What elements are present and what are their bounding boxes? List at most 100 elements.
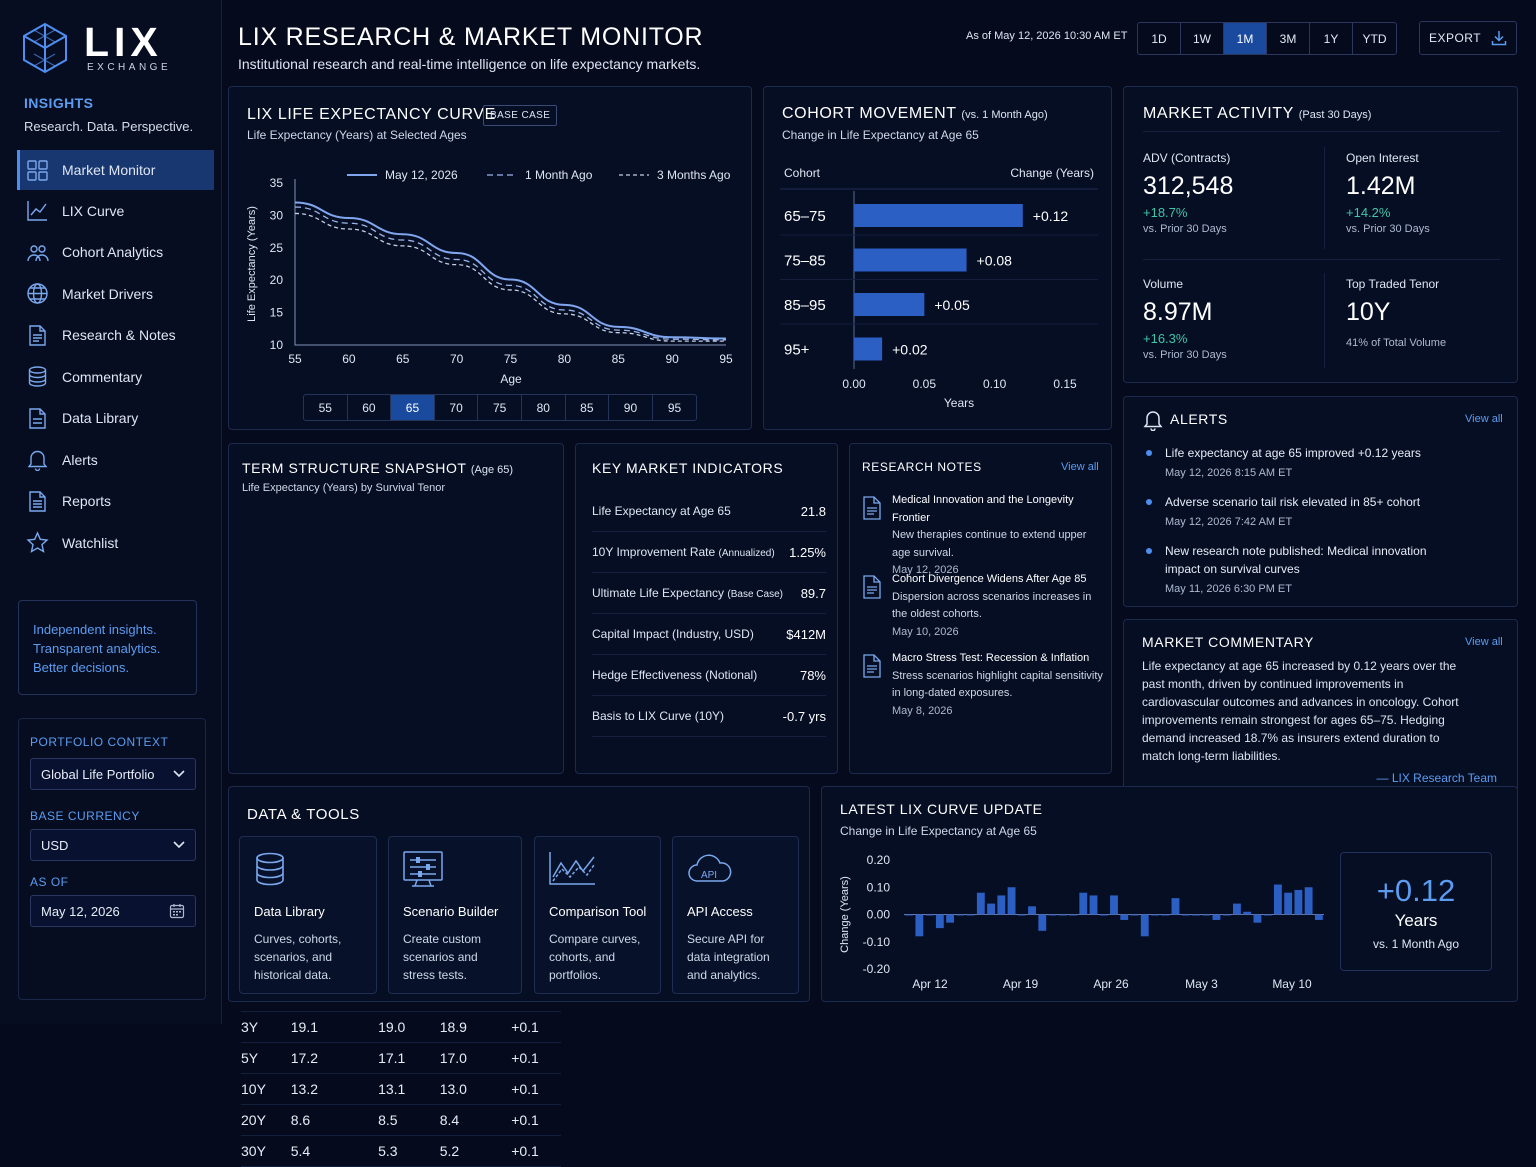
cohort-subtitle: Change in Life Expectancy at Age 65 (782, 128, 979, 142)
range-1y[interactable]: 1Y (1310, 23, 1353, 54)
age-option-75[interactable]: 75 (478, 395, 522, 420)
sidebar-item-watchlist[interactable]: Watchlist (17, 522, 214, 564)
tool-desc: Compare curves, cohorts, and portfolios. (549, 932, 641, 982)
asof-date-input[interactable]: May 12, 2026 (30, 895, 196, 927)
currency-select[interactable]: USD (30, 829, 196, 861)
sidebar-item-data-library[interactable]: Data Library (17, 398, 214, 440)
range-3m[interactable]: 3M (1267, 23, 1310, 54)
table-cell: 19.1 (290, 1011, 379, 1043)
compare-chart-icon (549, 852, 595, 885)
stat-prior: 41% of Total Volume (1346, 337, 1447, 349)
indicator-label-text[interactable]: Life Expectancy at Age 65 (592, 504, 731, 518)
range-1w[interactable]: 1W (1181, 23, 1224, 54)
document-icon (863, 496, 881, 520)
asof-date-value: May 12, 2026 (41, 903, 120, 919)
alert-text: New research note published: Medical inn… (1165, 544, 1427, 576)
commentary-card: MARKET COMMENTARY View all Life expectan… (1123, 619, 1518, 799)
tool-api-access[interactable]: API API Access Secure API for data integra… (672, 836, 799, 994)
commentary-title: MARKET COMMENTARY (1142, 634, 1314, 650)
commentary-text: Life expectancy at age 65 increased by 0… (1142, 659, 1459, 763)
export-button[interactable]: EXPORT (1419, 21, 1517, 55)
indicator-label: 10Y Improvement Rate (Annualized) (592, 545, 775, 559)
research-note-item[interactable]: Cohort Divergence Widens After Age 85 Dis… (862, 571, 1107, 641)
indicator-value: $412M (786, 626, 826, 642)
table-cell: 8.6 (290, 1104, 379, 1136)
sidebar-item-alerts[interactable]: Alerts (17, 439, 214, 481)
age-option-80[interactable]: 80 (522, 395, 566, 420)
age-option-55[interactable]: 55 (304, 395, 348, 420)
tool-scenario-builder[interactable]: Scenario Builder Create custom scenarios … (388, 836, 522, 994)
indicator-label: Life Expectancy at Age 65 (592, 504, 731, 518)
indicator-label-text[interactable]: Ultimate Life Expectancy (592, 586, 725, 600)
change-bar (1171, 898, 1180, 915)
series-line (294, 201, 727, 340)
alert-item[interactable]: Adverse scenario tail risk elevated in 8… (1146, 493, 1506, 531)
x-tick-label: Apr 19 (1003, 977, 1039, 991)
divider (1324, 147, 1325, 249)
cohort-bar (854, 293, 925, 316)
age-option-90[interactable]: 90 (609, 395, 653, 420)
alert-time: May 11, 2026 6:30 PM ET (1165, 583, 1292, 595)
indicator-label: Hedge Effectiveness (Notional) (592, 668, 757, 682)
column-header: Cohort (784, 166, 821, 180)
range-1d[interactable]: 1D (1138, 23, 1181, 54)
portfolio-select[interactable]: Global Life Portfolio (30, 758, 196, 790)
indicator-label-text[interactable]: Basis to LIX Curve (10Y) (592, 709, 725, 723)
sidebar-item-research-notes[interactable]: Research & Notes (17, 315, 214, 357)
curve-subtitle: Life Expectancy (Years) at Selected Ages (247, 128, 467, 142)
alert-text: Life expectancy at age 65 improved +0.12… (1165, 446, 1421, 460)
age-option-95[interactable]: 95 (667, 400, 682, 415)
range-1m[interactable]: 1M (1224, 23, 1267, 54)
base-case-badge[interactable]: BASE CASE (483, 105, 558, 126)
calendar-icon[interactable] (169, 903, 185, 919)
x-tick-label: May 10 (1272, 977, 1312, 991)
sidebar-item-reports[interactable]: Reports (17, 481, 214, 523)
research-note-item[interactable]: Medical Innovation and the Longevity Fro… (862, 492, 1107, 580)
range-ytd[interactable]: YTD (1362, 31, 1387, 46)
headline-change-note: vs. 1 Month Ago (1372, 937, 1460, 951)
age-option-65[interactable]: 65 (391, 395, 435, 420)
research-note-item[interactable]: Macro Stress Test: Recession & Inflation… (862, 650, 1107, 720)
cohort-label: 85–95 (784, 297, 826, 314)
commentary-view-all-link[interactable]: View all (1465, 636, 1503, 648)
range-selector: 1D 1W 1M 3M 1Y YTD (1137, 22, 1397, 55)
note-text: Macro Stress Test: Recession & Inflation… (892, 650, 1107, 720)
insights-title: INSIGHTS (24, 95, 94, 111)
alert-item[interactable]: Life expectancy at age 65 improved +0.12… (1146, 444, 1506, 482)
series-line (294, 206, 727, 341)
y-axis-label: Life Expectancy (Years) (246, 206, 258, 322)
note-desc: New therapies continue to extend upper a… (892, 529, 1087, 559)
sidebar-item-market-drivers[interactable]: Market Drivers (17, 273, 214, 315)
indicator-note: (Annualized) (718, 548, 775, 559)
table-cell: +0.1 (511, 1135, 561, 1167)
tool-data-library[interactable]: Data Library Curves, cohorts, scenarios, … (239, 836, 377, 994)
sidebar-item-market-monitor[interactable]: Market Monitor (17, 150, 214, 190)
commentary-author: — LIX Research Team (1376, 771, 1498, 785)
change-bar (1007, 887, 1016, 915)
age-option-70[interactable]: 70 (435, 395, 479, 420)
download-icon (1491, 31, 1507, 46)
alert-item[interactable]: New research note published: Medical inn… (1146, 542, 1446, 598)
sidebar-item-commentary[interactable]: Commentary (17, 356, 214, 398)
change-bar (1161, 914, 1170, 916)
sidebar-item-lix-curve[interactable]: LIX Curve (17, 190, 214, 232)
tool-comparison-tool[interactable]: Comparison Tool Compare curves, cohorts, … (534, 836, 661, 994)
note-date: May 8, 2026 (892, 704, 953, 717)
indicator-label-text[interactable]: 10Y Improvement Rate (592, 545, 716, 559)
indicator-label-text[interactable]: Hedge Effectiveness (Notional) (592, 668, 758, 682)
indicator-value: 21.8 (800, 503, 826, 519)
indicator-label-text[interactable]: Capital Impact (Industry, USD) (592, 627, 754, 641)
age-option-60[interactable]: 60 (348, 395, 392, 420)
alerts-view-all-link[interactable]: View all (1465, 413, 1503, 425)
stat-label: Volume (1143, 277, 1184, 291)
sidebar-item-cohort-analytics[interactable]: Cohort Analytics (17, 232, 214, 274)
portfolio-panel: PORTFOLIO CONTEXT Global Life Portfolio … (18, 718, 206, 1000)
alert-text: Adverse scenario tail risk elevated in 8… (1165, 495, 1421, 509)
change-bar (1140, 914, 1149, 937)
change-bar (1314, 914, 1323, 920)
tool-name: API Access (687, 904, 753, 919)
note-desc: Stress scenarios highlight capital sensi… (892, 669, 1103, 700)
notes-view-all-link[interactable]: View all (1061, 461, 1099, 473)
change-bar (946, 914, 955, 923)
age-option-85[interactable]: 85 (566, 395, 610, 420)
